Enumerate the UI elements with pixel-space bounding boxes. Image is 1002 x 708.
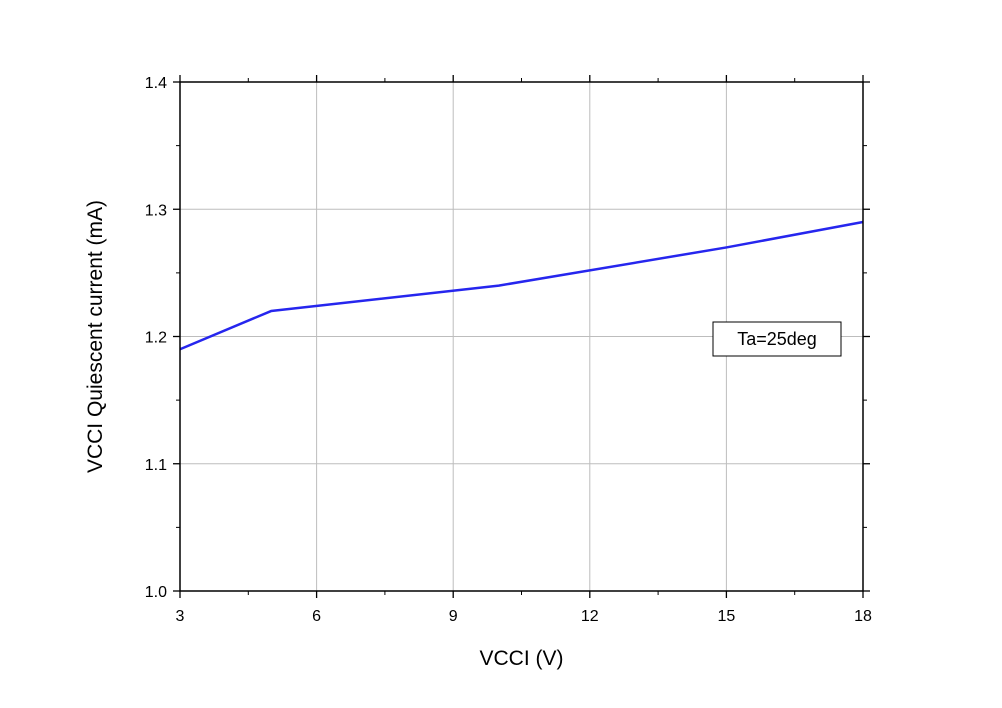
y-tick-label: 1.0 xyxy=(145,584,167,601)
annotation-box: Ta=25deg xyxy=(712,321,842,357)
y-axis-title: VCCI Quiescent current (mA) xyxy=(84,200,107,473)
y-tick-label: 1.3 xyxy=(145,202,167,219)
y-tick-label: 1.4 xyxy=(145,75,167,92)
x-tick-label: 15 xyxy=(718,608,736,625)
grid-lines xyxy=(180,82,863,591)
series-layer xyxy=(179,220,864,351)
x-axis-title: VCCI (V) xyxy=(480,647,564,670)
series-line xyxy=(179,220,864,351)
y-tick-label: 1.2 xyxy=(145,330,167,347)
x-tick-label: 18 xyxy=(854,608,872,625)
tick-labels: 3 6 9 12 15 18 1.0 1.1 1.2 1.3 1.4 xyxy=(145,75,872,625)
annotation-box-border xyxy=(712,321,842,357)
axis-ticks xyxy=(173,75,870,598)
x-tick-label: 12 xyxy=(581,608,599,625)
x-tick-label: 6 xyxy=(312,608,321,625)
x-tick-label: 3 xyxy=(176,608,185,625)
x-tick-label: 9 xyxy=(449,608,458,625)
annotation-label: Ta=25deg xyxy=(737,329,817,349)
y-tick-label: 1.1 xyxy=(145,457,167,474)
